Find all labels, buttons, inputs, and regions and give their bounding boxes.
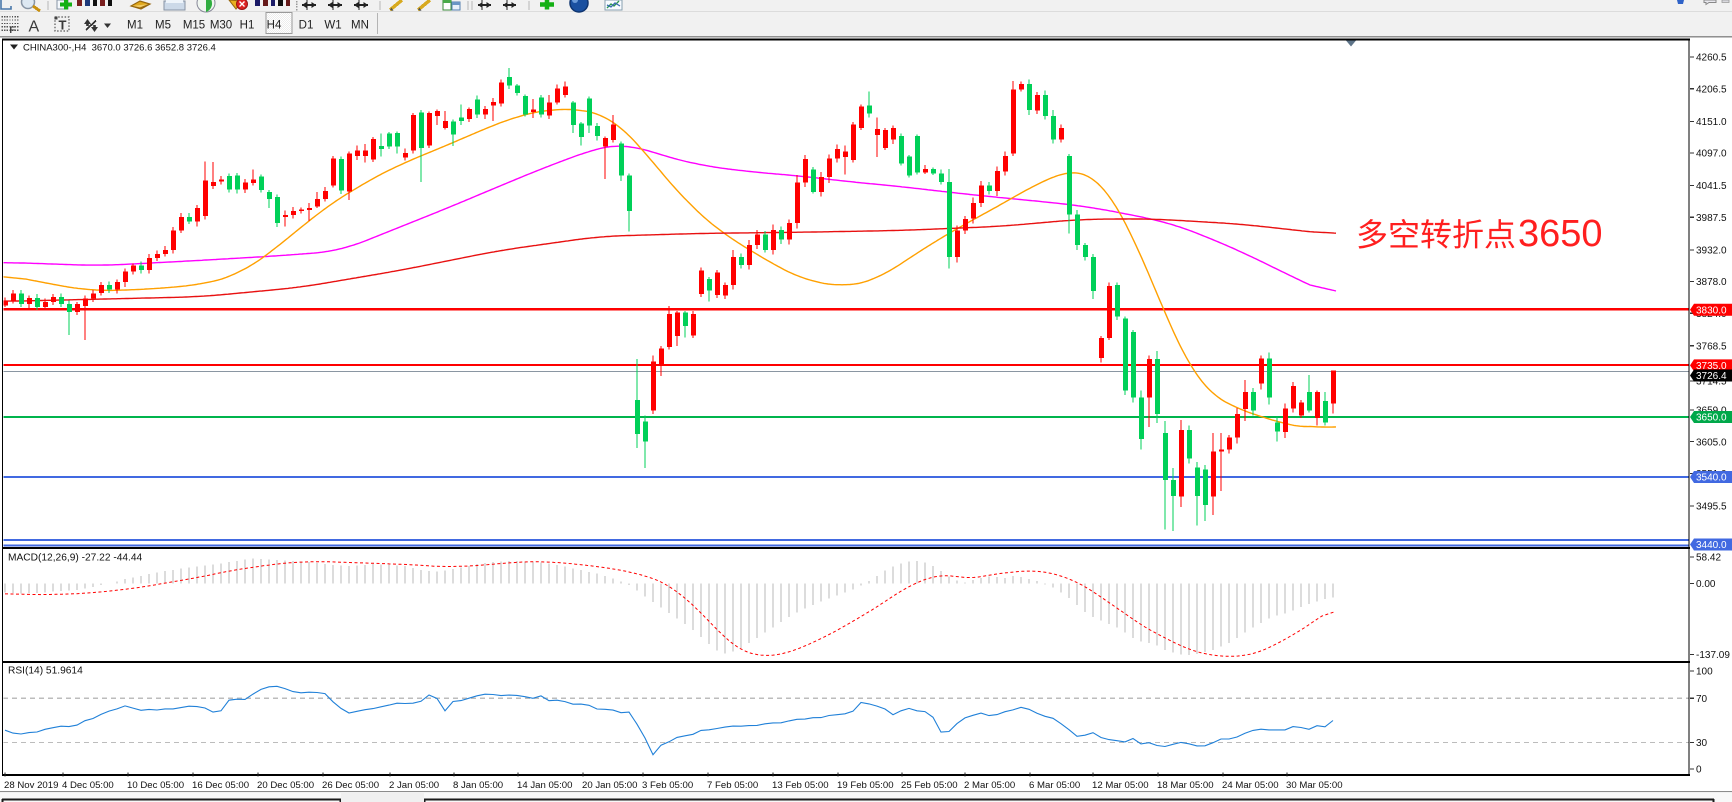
svg-text:3878.0: 3878.0	[1696, 277, 1727, 288]
svg-text:3540.0: 3540.0	[1696, 473, 1727, 484]
svg-text:F: F	[10, 25, 16, 35]
svg-text:12 Mar 05:00: 12 Mar 05:00	[1092, 780, 1149, 791]
svg-text:3650.0: 3650.0	[1696, 413, 1727, 424]
svg-text:3440.0: 3440.0	[1696, 540, 1727, 551]
svg-text:3932.0: 3932.0	[1696, 245, 1727, 256]
svg-text:W1: W1	[324, 20, 341, 32]
svg-text:16 Dec 05:00: 16 Dec 05:00	[192, 780, 249, 791]
svg-text:19 Feb 05:00: 19 Feb 05:00	[837, 780, 894, 791]
svg-text:4151.0: 4151.0	[1696, 117, 1727, 128]
svg-text:26 Dec 05:00: 26 Dec 05:00	[322, 780, 379, 791]
svg-text:3735.0: 3735.0	[1696, 361, 1727, 372]
svg-text:18 Mar 05:00: 18 Mar 05:00	[1157, 780, 1214, 791]
svg-text:3726.4: 3726.4	[1696, 371, 1727, 382]
svg-text:28 Nov 2019: 28 Nov 2019	[4, 780, 58, 791]
svg-text:3495.5: 3495.5	[1696, 502, 1727, 513]
svg-text:3650: 3650	[1518, 213, 1603, 255]
svg-text:M1: M1	[127, 20, 143, 32]
svg-text:8 Jan 05:00: 8 Jan 05:00	[453, 780, 503, 791]
svg-text:3714.5: 3714.5	[1696, 377, 1727, 388]
svg-text:20 Dec 05:00: 20 Dec 05:00	[257, 780, 314, 791]
svg-text:58.42: 58.42	[1696, 553, 1721, 564]
svg-text:14 Jan 05:00: 14 Jan 05:00	[517, 780, 572, 791]
svg-text:A: A	[29, 19, 40, 36]
svg-text:M15: M15	[183, 20, 205, 32]
svg-text:24 Mar 05:00: 24 Mar 05:00	[1222, 780, 1279, 791]
svg-text:6 Mar 05:00: 6 Mar 05:00	[1029, 780, 1080, 791]
svg-text:MACD(12,26,9) -27.22 -44.44: MACD(12,26,9) -27.22 -44.44	[8, 553, 143, 564]
svg-text:D1: D1	[299, 20, 314, 32]
svg-text:13 Feb 05:00: 13 Feb 05:00	[772, 780, 829, 791]
svg-text:100: 100	[1696, 667, 1713, 678]
svg-text:T: T	[59, 18, 67, 33]
svg-text:3830.0: 3830.0	[1696, 305, 1727, 316]
svg-text:-137.09: -137.09	[1696, 650, 1730, 661]
svg-text:3 Feb 05:00: 3 Feb 05:00	[642, 780, 693, 791]
svg-text:20 Jan 05:00: 20 Jan 05:00	[582, 780, 637, 791]
svg-text:RSI(14) 51.9614: RSI(14) 51.9614	[8, 666, 83, 677]
svg-text:4206.5: 4206.5	[1696, 84, 1727, 95]
svg-text:3605.0: 3605.0	[1696, 437, 1727, 448]
svg-text:3987.5: 3987.5	[1696, 213, 1727, 224]
svg-text:MN: MN	[351, 20, 369, 32]
svg-text:30: 30	[1696, 738, 1708, 749]
svg-text:4097.0: 4097.0	[1696, 149, 1727, 160]
svg-text:30 Mar 05:00: 30 Mar 05:00	[1286, 780, 1343, 791]
svg-text:M30: M30	[210, 20, 232, 32]
svg-text:2 Jan 05:00: 2 Jan 05:00	[389, 780, 439, 791]
svg-text:0.00: 0.00	[1696, 579, 1716, 590]
svg-text:4 Dec 05:00: 4 Dec 05:00	[62, 780, 114, 791]
svg-text:CHINA300-,H4 3670.0 3726.6 36: CHINA300-,H4 3670.0 3726.6 3652.8 3726.4	[23, 43, 216, 54]
svg-text:4041.5: 4041.5	[1696, 181, 1727, 192]
svg-text:H1: H1	[240, 20, 255, 32]
svg-text:M5: M5	[155, 20, 171, 32]
svg-text:10 Dec 05:00: 10 Dec 05:00	[127, 780, 184, 791]
svg-text:4260.5: 4260.5	[1696, 53, 1727, 64]
svg-text:H4: H4	[267, 20, 282, 32]
svg-text:0: 0	[1696, 765, 1702, 776]
svg-text:7 Feb 05:00: 7 Feb 05:00	[707, 780, 758, 791]
svg-text:25 Feb 05:00: 25 Feb 05:00	[901, 780, 958, 791]
svg-text:3768.5: 3768.5	[1696, 341, 1727, 352]
svg-text:2 Mar 05:00: 2 Mar 05:00	[964, 780, 1015, 791]
svg-text:70: 70	[1696, 694, 1708, 705]
